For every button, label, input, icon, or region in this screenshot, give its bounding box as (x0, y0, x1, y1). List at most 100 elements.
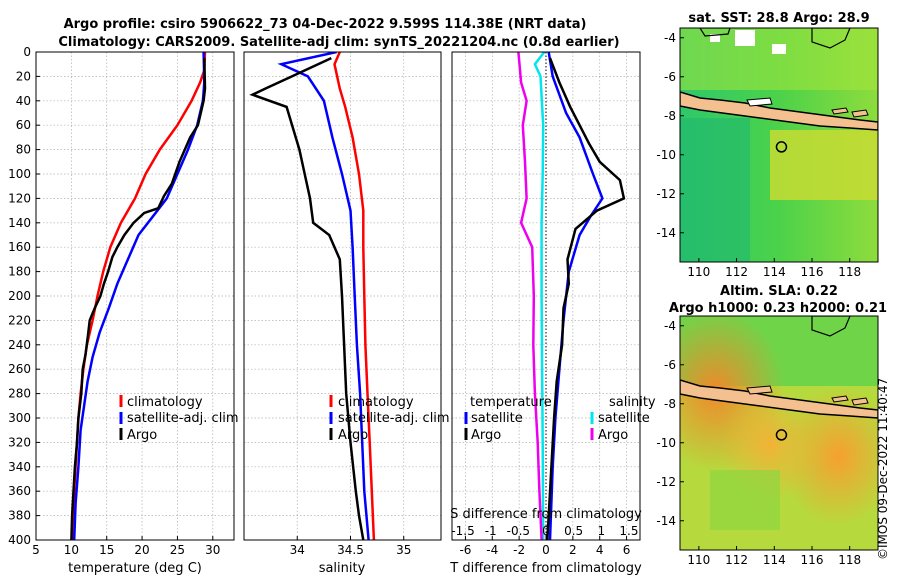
x-tick-label: 5 (32, 543, 40, 557)
sst-map: sat. SST: 28.8 Argo: 28.9 110 112 114 116 11… (656, 11, 879, 279)
sst-map-frame (679, 27, 879, 263)
x-tick-label: 15 (99, 543, 114, 557)
sla-map-subtitle: Argo h1000: 0.23 h2000: 0.21 (669, 301, 887, 316)
map-x-tick-label: 118 (838, 265, 861, 279)
sla-argo-marker (775, 429, 788, 441)
map-x-tick-label: 112 (725, 553, 748, 567)
imos-credit: ©IMOS 09-Dec-2022 11:40:47 (876, 377, 890, 560)
y-tick-label: 400 (8, 533, 31, 547)
s-argo-difference-line (517, 52, 543, 540)
map-x-tick-label: 114 (763, 553, 786, 567)
sla-map: Altim. SLA: 0.22 Argo h1000: 0.23 h2000:… (656, 284, 887, 567)
map-y-tick-label: -14 (656, 226, 676, 240)
sst-cool-patch (680, 118, 750, 262)
difference-x2label: S difference from climatology (450, 507, 642, 522)
sst-island-madura (746, 97, 773, 107)
t-argo-difference-line (546, 57, 626, 540)
x2-tick-label: 1.5 (619, 524, 638, 538)
y-tick-label: 260 (8, 362, 31, 376)
y-tick-label: 160 (8, 240, 31, 254)
salinity-climatology-line (333, 52, 376, 540)
y-tick-label: 120 (8, 191, 31, 205)
difference-grid (452, 52, 640, 540)
sla-land-java (680, 379, 878, 419)
sla-map-frame (679, 315, 879, 551)
x2-tick-label: -1.5 (451, 524, 474, 538)
x-tick-label: 34.5 (337, 543, 364, 557)
legend-temperature-title: temperature (470, 395, 552, 410)
sst-warm-patch (770, 130, 878, 200)
difference-legend: temperature satellite Argo salinity sate… (464, 395, 656, 443)
sla-map-ticks: 110 112 114 116 118 -4 -6 -8 -10 -12 -14 (656, 319, 861, 567)
y-tick-label: 80 (16, 143, 31, 157)
y-tick-label: 60 (16, 118, 31, 132)
sst-gap-1 (735, 30, 755, 46)
temperature-xlabel: temperature (deg C) (68, 561, 202, 576)
x-tick-label: 34 (290, 543, 305, 557)
sla-map-title: Altim. SLA: 0.22 (720, 284, 838, 299)
map-y-tick-label: -14 (656, 514, 676, 528)
map-y-tick-label: -8 (664, 109, 676, 123)
y-tick-label: 100 (8, 167, 31, 181)
y-tick-label: 340 (8, 460, 31, 474)
legend-satellite-label: satellite-adj. clim (338, 411, 450, 426)
salinity-satellite-line (277, 52, 370, 540)
x-tick-label: 6 (623, 543, 631, 557)
map-x-tick-label: 118 (838, 553, 861, 567)
sst-land-java (680, 91, 878, 131)
sla-islands-east (831, 395, 869, 406)
x-tick-label: 0 (542, 543, 550, 557)
legend-s-satellite-label: satellite (598, 411, 650, 426)
temperature-panel: 5 10 15 20 25 3002040608010012014016018020022… (8, 45, 239, 576)
temperature-ticks: 5 10 15 20 25 3002040608010012014016018020022… (8, 45, 220, 557)
difference-xlabel: T difference from climatology (449, 561, 642, 576)
sst-gap-2 (772, 44, 786, 54)
y-tick-label: 220 (8, 313, 31, 327)
x-tick-label: 25 (170, 543, 185, 557)
sla-south-patch (710, 470, 780, 530)
map-y-tick-label: -4 (664, 319, 676, 333)
difference-panel: -6 -4 -2 0 2 4 6 -1.5 -1 -0.5 0 0.5 1 1.5 T differenc… (449, 51, 656, 576)
x2-tick-label: 0 (542, 524, 550, 538)
y-tick-label: 380 (8, 509, 31, 523)
temperature-satellite-line (72, 52, 206, 540)
map-y-tick-label: -6 (664, 358, 676, 372)
x2-tick-label: 0.5 (564, 524, 583, 538)
map-y-tick-label: -10 (656, 148, 676, 162)
x-tick-label: -6 (459, 543, 471, 557)
sst-islands-east (831, 107, 869, 118)
map-x-tick-label: 110 (687, 265, 710, 279)
temperature-argo-line (70, 58, 207, 540)
x-tick-label: 2 (569, 543, 577, 557)
x-tick-label: 10 (64, 543, 79, 557)
temperature-legend: climatology satellite-adj. clim Argo (119, 395, 239, 443)
sst-gap-3 (710, 34, 720, 42)
y-tick-label: 140 (8, 216, 31, 230)
map-x-tick-label: 116 (801, 265, 824, 279)
sla-island-madura (746, 385, 773, 395)
salinity-argo-line (249, 56, 365, 540)
y-tick-label: 240 (8, 338, 31, 352)
x2-tick-label: 1 (597, 524, 605, 538)
x-tick-label: 4 (596, 543, 604, 557)
y-tick-label: 300 (8, 411, 31, 425)
x-tick-label: 20 (134, 543, 149, 557)
legend-argo-label: Argo (338, 428, 368, 443)
legend-argo-label: Argo (127, 428, 157, 443)
salinity-ticks: 34 34.5 35 (290, 536, 411, 557)
x2-tick-label: -1 (485, 524, 497, 538)
salinity-axes-box (243, 51, 442, 541)
legend-s-argo-label: Argo (598, 428, 628, 443)
sst-north-patch (680, 28, 878, 90)
map-y-tick-label: -8 (664, 397, 676, 411)
legend-t-satellite-label: satellite (471, 411, 523, 426)
map-x-tick-label: 114 (763, 265, 786, 279)
figure-title-line1: Argo profile: csiro 5906622_73 04-Dec-20… (64, 17, 587, 32)
map-x-tick-label: 110 (687, 553, 710, 567)
y-tick-label: 40 (16, 94, 31, 108)
sst-argo-marker (775, 141, 788, 153)
y-tick-label: 20 (16, 69, 31, 83)
figure-title-line2: Climatology: CARS2009. Satellite-adj cli… (58, 35, 619, 50)
sst-land-borneo (699, 28, 851, 49)
